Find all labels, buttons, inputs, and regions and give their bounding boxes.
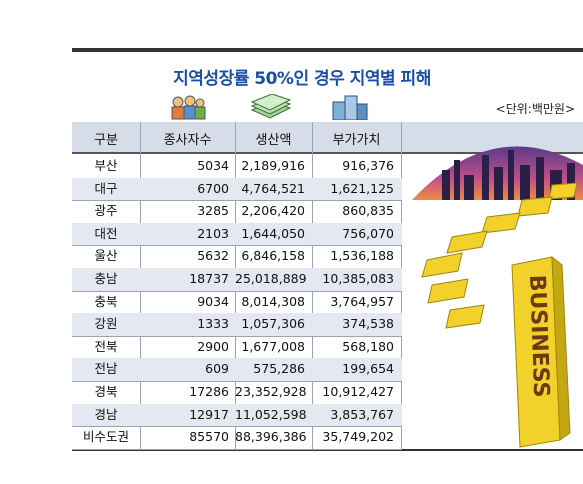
table-cell: 199,654 — [342, 361, 394, 377]
table-cell: 광주 — [94, 203, 118, 219]
table-cell: 3,764,957 — [330, 293, 394, 309]
table-cell: 9034 — [197, 293, 229, 309]
table-cell: 4,764,521 — [241, 180, 305, 196]
table-cell: 대구 — [94, 180, 118, 196]
table-row — [72, 403, 402, 428]
bottom-rule — [72, 449, 583, 451]
table-cell: 10,912,427 — [322, 384, 394, 399]
table-cell: 609 — [205, 361, 229, 377]
table-cell: 11,052,598 — [235, 406, 307, 422]
table-cell: 860,835 — [342, 203, 394, 219]
table-cell: 충북 — [94, 293, 118, 309]
money-icon — [250, 94, 292, 119]
table-cell: 916,376 — [342, 158, 394, 173]
unit-label: <단위:백만원> — [495, 102, 575, 116]
table-cell: 1,536,188 — [330, 248, 394, 264]
table-row — [72, 358, 402, 382]
people-icon — [171, 95, 206, 120]
table-cell: 대전 — [94, 225, 118, 241]
table-cell: 5034 — [197, 158, 229, 173]
top-rule — [72, 48, 583, 52]
illustration: BUSINESS — [412, 146, 583, 448]
table-row — [72, 222, 402, 247]
title: 지역성장률 50%인 경우 지역별 피해 — [173, 69, 431, 89]
table-row — [72, 177, 402, 202]
table-cell: 85570 — [189, 429, 229, 445]
table-cell: 2103 — [197, 225, 229, 241]
table-cell: 2,189,916 — [241, 158, 305, 173]
illustration-text: BUSINESS — [524, 274, 553, 398]
table-cell: 6700 — [197, 180, 229, 196]
table-header — [72, 122, 583, 154]
table-cell: 88,396,386 — [235, 429, 307, 445]
table-cell: 전북 — [94, 338, 118, 354]
table-cell: 756,070 — [342, 225, 394, 241]
table-cell: 1,621,125 — [330, 180, 394, 196]
table-cell: 23,352,928 — [235, 384, 307, 399]
table-row — [72, 313, 402, 337]
table-cell: 8,014,308 — [241, 293, 305, 309]
table-cell: 575,286 — [253, 361, 305, 377]
table-cell: 35,749,202 — [322, 429, 394, 445]
table-cell: 3,853,767 — [330, 406, 394, 422]
table-cell: 경북 — [94, 384, 118, 399]
table-cell: 17286 — [189, 384, 229, 399]
table-cell: 1,057,306 — [241, 316, 305, 332]
table-cell: 10,385,083 — [322, 271, 394, 286]
header-cell: 구분 — [94, 133, 118, 148]
table-cell: 18737 — [189, 271, 229, 286]
table-cell: 1,644,050 — [241, 225, 305, 241]
table-cell: 울산 — [94, 248, 118, 264]
table-row — [72, 268, 402, 292]
table-cell: 3285 — [197, 203, 229, 219]
header-cell: 종사자수 — [163, 133, 212, 148]
table-cell: 부산 — [94, 158, 118, 173]
table-cell: 12917 — [189, 406, 229, 422]
table-cell: 374,538 — [342, 316, 394, 332]
header-cell: 부가가치 — [332, 133, 381, 148]
table-cell: 전남 — [94, 361, 118, 377]
table-cell: 충남 — [94, 271, 118, 286]
table-cell: 강원 — [94, 316, 118, 332]
header-cell: 생산액 — [255, 133, 292, 148]
table-cell: 경남 — [94, 406, 118, 422]
table-cell: 1,677,008 — [241, 338, 305, 354]
building-icon — [332, 95, 368, 120]
table-cell: 2,206,420 — [241, 203, 305, 219]
table-cell: 5632 — [197, 248, 229, 264]
table-cell: 6,846,158 — [241, 248, 305, 264]
table-cell: 25,018,889 — [235, 271, 307, 286]
table-cell: 비수도권 — [82, 429, 129, 445]
table-cell: 1333 — [197, 316, 229, 332]
table-cell: 568,180 — [342, 338, 394, 354]
table-cell: 2900 — [197, 338, 229, 354]
table-row — [72, 426, 402, 450]
